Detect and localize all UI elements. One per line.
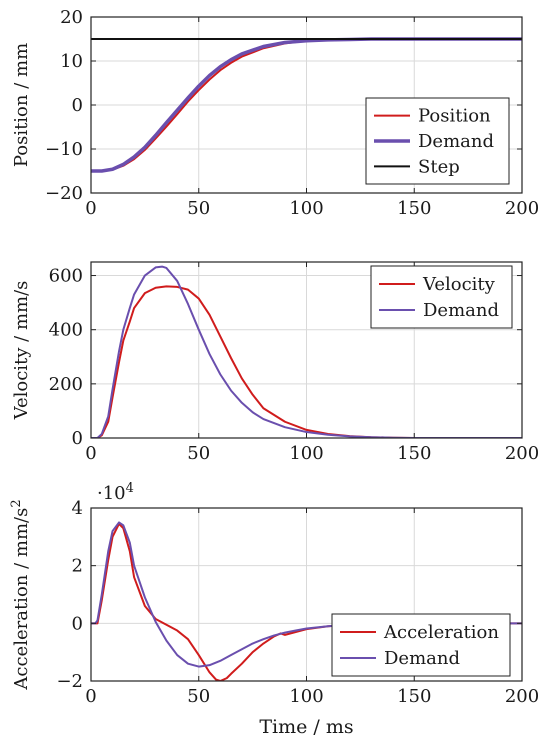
- y-tick-label: 0: [72, 95, 83, 116]
- y-axis-label: Acceleration / mm/s2: [9, 499, 32, 690]
- y-tick-label: −2: [56, 671, 83, 692]
- axis-multiplier: ·104: [97, 481, 134, 504]
- y-tick-label: −10: [45, 139, 83, 160]
- y-tick-label: 2: [72, 556, 83, 577]
- y-tick-label: 200: [49, 374, 83, 395]
- y-tick-label: 400: [49, 320, 83, 341]
- x-tick-label: 150: [397, 198, 431, 219]
- plot-area: [91, 37, 522, 173]
- x-tick-label: 150: [397, 443, 431, 464]
- x-tick-label: 100: [289, 686, 323, 707]
- legend-entry: Acceleration: [383, 622, 499, 643]
- y-tick-label: 10: [60, 51, 83, 72]
- y-axis-label-exponent: 2: [9, 499, 24, 507]
- y-tick-label: −20: [45, 183, 83, 204]
- y-tick-label: 4: [72, 498, 83, 519]
- y-axis-label: Position / mm: [11, 43, 32, 167]
- legend-entry: Demand: [384, 648, 460, 669]
- y-tick-label: 0: [72, 428, 83, 449]
- legend: Position Demand Step: [365, 97, 510, 185]
- x-tick-label: 50: [187, 686, 210, 707]
- legend-entry: Velocity: [422, 274, 496, 295]
- plot-area: [91, 265, 522, 438]
- x-tick-label: 0: [85, 686, 96, 707]
- x-tick-label: 0: [85, 198, 96, 219]
- x-axis-label: Time / ms: [259, 716, 353, 738]
- legend-entry: Position: [418, 106, 491, 127]
- legend: Velocity Demand: [370, 265, 513, 329]
- x-tick-label: 200: [505, 443, 539, 464]
- legend-entry: Demand: [423, 300, 499, 321]
- plot-area: [91, 521, 522, 681]
- x-tick-label: 50: [187, 198, 210, 219]
- x-tick-label: 50: [187, 443, 210, 464]
- legend-box: [370, 265, 513, 329]
- legend-entry: Demand: [418, 131, 494, 152]
- x-tick-label: 0: [85, 443, 96, 464]
- x-tick-label: 100: [289, 443, 323, 464]
- y-axis-label: Velocity / mm/s: [11, 281, 32, 421]
- y-tick-label: 600: [49, 266, 83, 287]
- legend-entry: Step: [418, 156, 460, 177]
- series-line-demand: [91, 521, 522, 668]
- chart-1: 0 50 100 150 200 −20 −10 0 10 20 Position / mm Posi…: [11, 7, 539, 219]
- y-tick-label: 0: [72, 613, 83, 634]
- chart-2: 0 50 100 150 200 0 200 400 600 Velocity / mm/s Vel…: [11, 261, 539, 464]
- legend: Acceleration Demand: [331, 613, 511, 677]
- x-tick-label: 200: [505, 686, 539, 707]
- x-tick-label: 150: [397, 686, 431, 707]
- y-tick-label: 20: [60, 7, 83, 28]
- x-tick-label: 100: [289, 198, 323, 219]
- x-tick-label: 200: [505, 198, 539, 219]
- axis-multiplier-exponent: 4: [126, 481, 134, 496]
- series-line-demand: [91, 265, 522, 438]
- legend-box: [331, 613, 511, 677]
